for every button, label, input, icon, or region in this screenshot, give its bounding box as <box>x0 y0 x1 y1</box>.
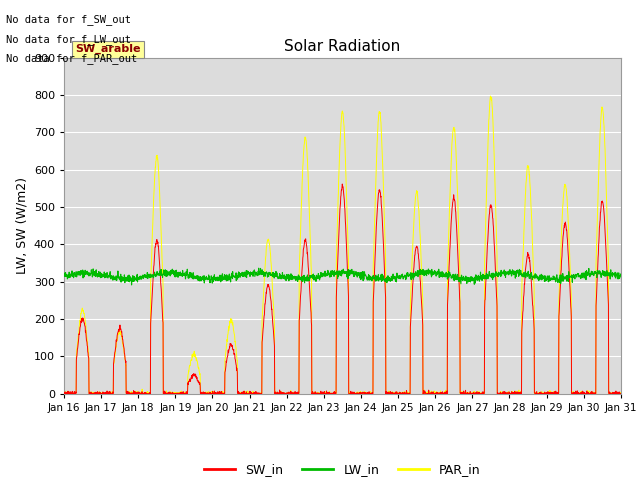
PAR_in <box>617 391 625 396</box>
SW_in <box>60 391 68 396</box>
PAR_in <box>584 391 591 396</box>
LW_in <box>255 265 262 271</box>
SW_in <box>216 390 223 396</box>
LW_in <box>371 277 379 283</box>
Text: No data for f_SW_out: No data for f_SW_out <box>6 14 131 25</box>
LW_in <box>128 282 136 288</box>
Line: LW_in: LW_in <box>64 268 621 285</box>
PAR_in <box>60 388 68 394</box>
Title: Solar Radiation: Solar Radiation <box>284 39 401 54</box>
LW_in <box>505 272 513 278</box>
SW_in <box>568 391 575 396</box>
SW_in <box>359 390 367 396</box>
PAR_in <box>216 391 223 396</box>
Text: No data for f_LW_out: No data for f_LW_out <box>6 34 131 45</box>
SW_in <box>617 391 625 396</box>
PAR_in <box>61 391 68 396</box>
LW_in <box>568 273 576 279</box>
LW_in <box>216 273 223 279</box>
PAR_in <box>371 213 379 219</box>
Legend: SW_in, LW_in, PAR_in: SW_in, LW_in, PAR_in <box>199 458 486 480</box>
Text: SW_arable: SW_arable <box>75 44 141 54</box>
PAR_in <box>487 93 495 99</box>
LW_in <box>584 269 591 275</box>
Text: No data for f_PAR_out: No data for f_PAR_out <box>6 53 138 64</box>
SW_in <box>584 389 591 395</box>
LW_in <box>60 272 68 278</box>
SW_in <box>504 390 512 396</box>
LW_in <box>359 274 367 279</box>
SW_in <box>371 262 379 268</box>
Line: SW_in: SW_in <box>64 184 621 394</box>
PAR_in <box>568 391 576 396</box>
SW_in <box>339 181 346 187</box>
Line: PAR_in: PAR_in <box>64 96 621 394</box>
LW_in <box>617 273 625 278</box>
Y-axis label: LW, SW (W/m2): LW, SW (W/m2) <box>15 177 28 274</box>
PAR_in <box>505 390 513 396</box>
PAR_in <box>359 391 367 396</box>
